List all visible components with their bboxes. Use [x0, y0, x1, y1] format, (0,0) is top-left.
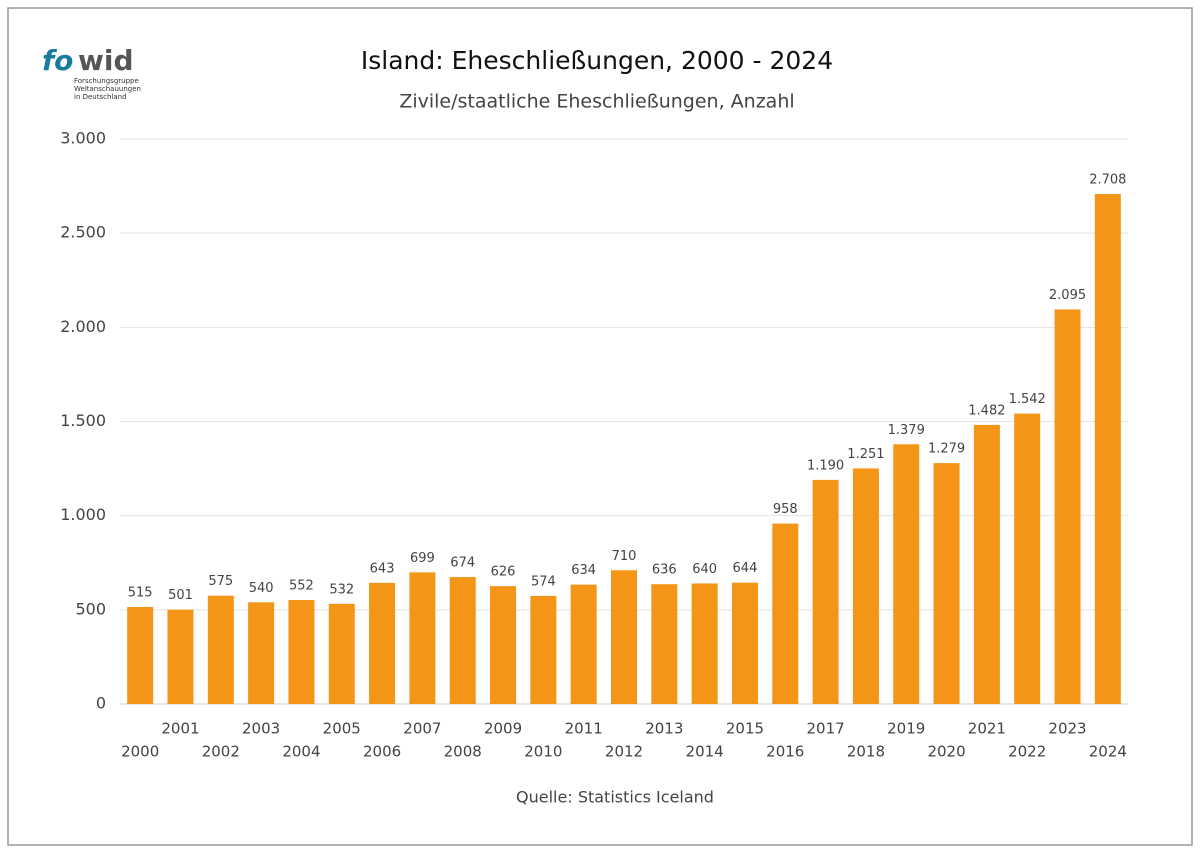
value-label: 540	[249, 581, 274, 596]
x-tick-label: 2021	[968, 720, 1006, 738]
bar	[127, 607, 154, 704]
source: Quelle: Statistics Iceland	[516, 788, 714, 807]
x-tick-label: 2019	[887, 720, 925, 738]
logo-mark-right: wid	[78, 44, 134, 77]
bar	[207, 595, 234, 704]
x-tick-label: 2010	[524, 743, 562, 761]
value-label: 501	[168, 588, 193, 603]
x-tick-label: 2001	[161, 720, 199, 738]
bar	[167, 609, 194, 704]
bar	[812, 479, 839, 704]
bar	[1094, 193, 1121, 704]
bar	[409, 572, 436, 704]
x-tick-label: 2008	[444, 743, 482, 761]
value-label: 626	[491, 565, 516, 580]
x-tick-label: 2022	[1008, 743, 1046, 761]
value-label: 699	[410, 551, 435, 566]
value-label: 1.251	[847, 447, 884, 462]
x-tick-label: 2011	[565, 720, 603, 738]
y-tick-label: 1.500	[60, 411, 106, 430]
x-tick-label: 2015	[726, 720, 764, 738]
y-tick-label: 2.000	[60, 317, 106, 336]
x-tick-label: 2012	[605, 743, 643, 761]
value-label: 1.482	[968, 403, 1005, 418]
bar	[893, 444, 920, 704]
bar	[651, 584, 678, 704]
value-label: 643	[370, 561, 395, 576]
x-tick-label: 2000	[121, 743, 159, 761]
x-tick-label: 2018	[847, 743, 885, 761]
y-tick-label: 2.500	[60, 223, 106, 242]
y-tick-label: 1.000	[60, 505, 106, 524]
bar	[369, 582, 396, 704]
value-label: 634	[571, 563, 596, 578]
value-label: 640	[692, 562, 717, 577]
value-label: 575	[208, 574, 233, 589]
value-label: 552	[289, 579, 314, 594]
x-tick-label: 2007	[403, 720, 441, 738]
bar	[288, 600, 315, 704]
bar	[611, 570, 637, 704]
bar	[1054, 309, 1081, 704]
bar	[731, 582, 758, 704]
bar	[449, 577, 476, 704]
bar	[772, 523, 799, 704]
x-tick-label: 2006	[363, 743, 401, 761]
x-tick-label: 2014	[686, 743, 724, 761]
bar	[328, 603, 355, 704]
bar	[973, 424, 1000, 704]
bar	[530, 595, 557, 704]
value-label: 1.379	[888, 423, 925, 438]
bar	[490, 586, 517, 704]
bar	[852, 468, 879, 704]
chart-subtitle: Zivile/staatliche Eheschließungen, Anzah…	[399, 91, 794, 113]
logo-line: in Deutschland	[74, 93, 127, 101]
bar	[248, 602, 275, 704]
value-label: 2.708	[1089, 172, 1126, 187]
bar	[1014, 413, 1041, 704]
value-label: 515	[128, 586, 153, 601]
value-label: 644	[733, 561, 758, 576]
chart-title: Island: Eheschließungen, 2000 - 2024	[361, 46, 833, 75]
x-tick-label: 2013	[645, 720, 683, 738]
value-label: 674	[450, 556, 475, 571]
bar	[933, 463, 960, 704]
value-label: 1.279	[928, 442, 965, 457]
value-label: 2.095	[1049, 288, 1086, 303]
y-tick-label: 0	[96, 694, 106, 713]
bar	[691, 583, 718, 704]
value-label: 1.542	[1009, 392, 1046, 407]
y-tick-label: 500	[75, 599, 106, 618]
x-tick-label: 2020	[927, 743, 965, 761]
y-tick-label: 3.000	[60, 129, 106, 148]
logo-mark-left: fo	[42, 44, 73, 77]
value-label: 532	[329, 582, 354, 597]
value-label: 636	[652, 563, 677, 578]
x-tick-label: 2017	[807, 720, 845, 738]
x-tick-label: 2003	[242, 720, 280, 738]
x-tick-label: 2002	[202, 743, 240, 761]
value-label: 958	[773, 502, 798, 517]
logo-line: Forschungsgruppe	[74, 77, 139, 85]
bar	[570, 584, 597, 704]
value-label: 710	[612, 549, 637, 564]
logo-line: Weltanschauungen	[74, 85, 141, 93]
x-tick-label: 2016	[766, 743, 804, 761]
value-label: 574	[531, 574, 556, 589]
x-tick-label: 2005	[323, 720, 361, 738]
x-tick-label: 2023	[1048, 720, 1086, 738]
value-label: 1.190	[807, 458, 844, 473]
x-tick-label: 2024	[1089, 743, 1127, 761]
x-tick-label: 2004	[282, 743, 320, 761]
x-tick-label: 2009	[484, 720, 522, 738]
